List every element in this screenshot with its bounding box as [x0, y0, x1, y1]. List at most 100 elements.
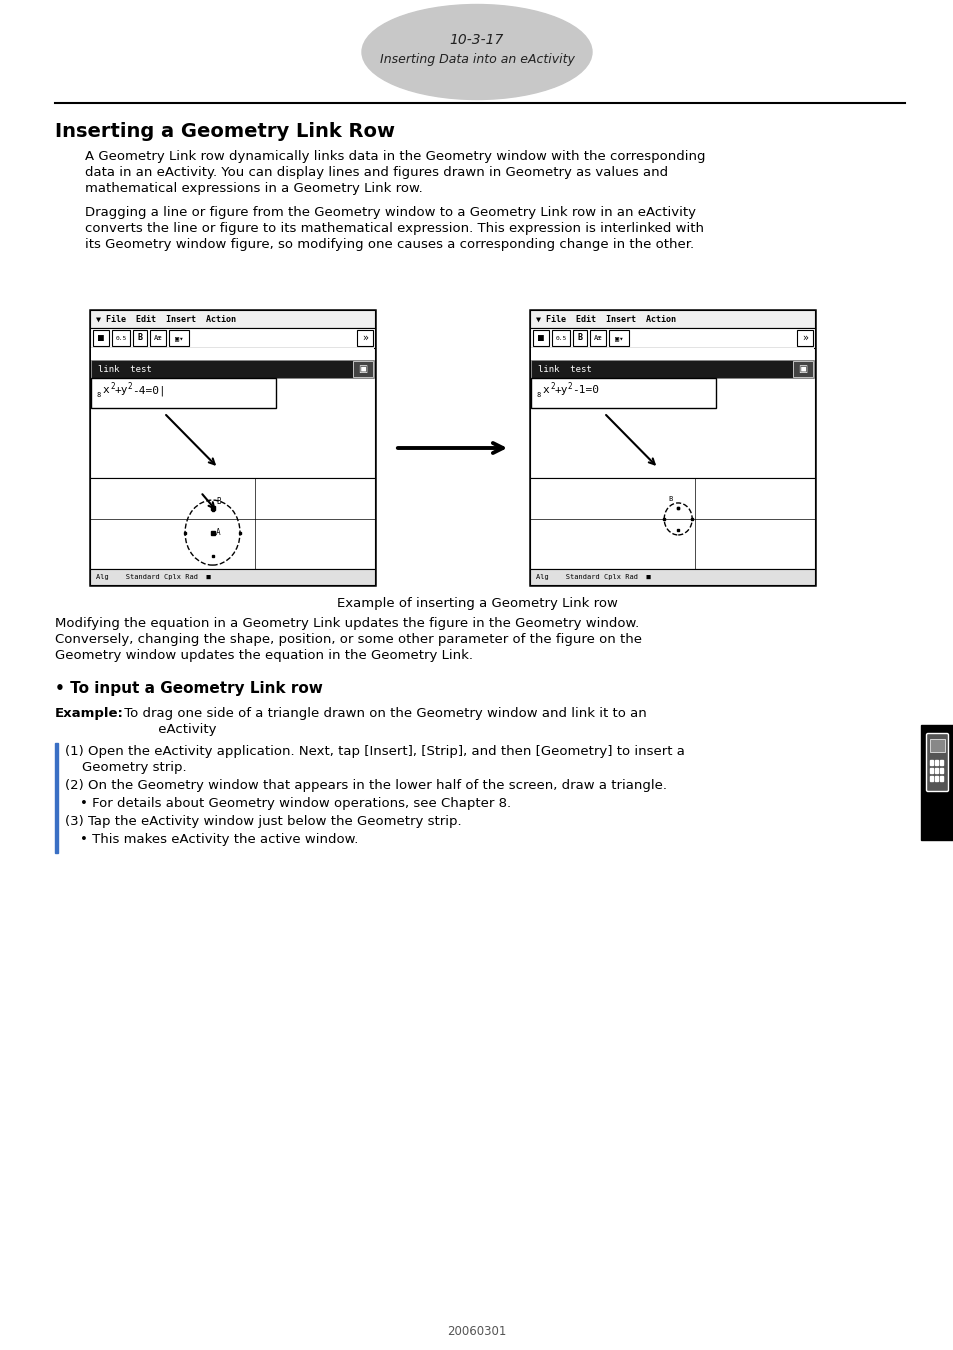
- FancyBboxPatch shape: [925, 733, 947, 791]
- Bar: [792, 360, 812, 377]
- Text: Geometry strip.: Geometry strip.: [65, 761, 187, 774]
- Text: link  test: link test: [537, 364, 591, 374]
- Text: 2: 2: [127, 382, 132, 391]
- Bar: [920, 725, 953, 840]
- Text: Example:: Example:: [55, 707, 124, 720]
- Bar: [552, 329, 569, 346]
- Bar: [929, 738, 944, 752]
- Text: Inserting Data into an eActivity: Inserting Data into an eActivity: [379, 54, 574, 66]
- Text: ▣▾: ▣▾: [614, 335, 622, 342]
- Text: mathematical expressions in a Geometry Link row.: mathematical expressions in a Geometry L…: [85, 182, 422, 194]
- Text: To drag one side of a triangle drawn on the Geometry window and link it to an: To drag one side of a triangle drawn on …: [120, 707, 646, 720]
- Bar: [939, 768, 942, 774]
- Text: x: x: [103, 385, 110, 396]
- Text: (2) On the Geometry window that appears in the lower half of the screen, draw a : (2) On the Geometry window that appears …: [65, 779, 666, 792]
- Text: 0.5: 0.5: [115, 336, 127, 340]
- Text: ▣: ▣: [798, 364, 807, 374]
- Bar: [929, 760, 932, 765]
- Bar: [939, 776, 942, 782]
- Bar: [91, 360, 374, 378]
- Text: -1=0: -1=0: [572, 385, 598, 396]
- Bar: [934, 768, 937, 774]
- Text: • To input a Geometry Link row: • To input a Geometry Link row: [55, 680, 322, 697]
- Bar: [90, 478, 375, 568]
- Bar: [530, 568, 814, 585]
- Bar: [356, 329, 373, 346]
- Text: +y: +y: [555, 385, 568, 396]
- Text: 2: 2: [566, 382, 571, 391]
- Text: (3) Tap the eActivity window just below the Geometry strip.: (3) Tap the eActivity window just below …: [65, 815, 461, 828]
- Bar: [608, 329, 628, 346]
- Text: 8: 8: [97, 392, 101, 398]
- Text: Geometry window updates the equation in the Geometry Link.: Geometry window updates the equation in …: [55, 649, 473, 662]
- Bar: [112, 329, 130, 346]
- Text: ▣: ▣: [358, 364, 367, 374]
- Bar: [589, 329, 605, 346]
- Text: 20060301: 20060301: [447, 1324, 506, 1338]
- Bar: [90, 310, 375, 328]
- Bar: [169, 329, 189, 346]
- Bar: [929, 776, 932, 782]
- Text: 2: 2: [110, 382, 114, 391]
- Text: ■: ■: [537, 333, 543, 343]
- Text: 10-3-17: 10-3-17: [450, 32, 503, 47]
- Bar: [90, 328, 375, 348]
- Bar: [530, 348, 814, 478]
- Text: (1) Open the eActivity application. Next, tap [Insert], [Strip], and then [Geome: (1) Open the eActivity application. Next…: [65, 745, 684, 757]
- Bar: [55, 743, 58, 853]
- Text: »: »: [801, 333, 807, 343]
- Text: A Geometry Link row dynamically links data in the Geometry window with the corre: A Geometry Link row dynamically links da…: [85, 150, 705, 163]
- Bar: [91, 378, 276, 408]
- Bar: [530, 310, 814, 328]
- Bar: [796, 329, 812, 346]
- Text: Dragging a line or figure from the Geometry window to a Geometry Link row in an : Dragging a line or figure from the Geome…: [85, 207, 696, 219]
- Text: converts the line or figure to its mathematical expression. This expression is i: converts the line or figure to its mathe…: [85, 221, 703, 235]
- Bar: [90, 348, 375, 478]
- Text: Conversely, changing the shape, position, or some other parameter of the figure : Conversely, changing the shape, position…: [55, 633, 641, 647]
- Bar: [91, 348, 374, 360]
- Bar: [531, 378, 716, 408]
- Bar: [530, 310, 814, 585]
- Text: B: B: [216, 497, 221, 506]
- Bar: [934, 776, 937, 782]
- Text: data in an eActivity. You can display lines and figures drawn in Geometry as val: data in an eActivity. You can display li…: [85, 166, 667, 180]
- Text: Aæ: Aæ: [593, 335, 601, 342]
- Text: link  test: link test: [98, 364, 152, 374]
- Text: ▼ File  Edit  Insert  Action: ▼ File Edit Insert Action: [536, 315, 676, 324]
- Text: Example of inserting a Geometry Link row: Example of inserting a Geometry Link row: [336, 597, 617, 610]
- Bar: [531, 348, 813, 360]
- Text: B: B: [577, 333, 582, 343]
- Bar: [939, 760, 942, 765]
- Text: Modifying the equation in a Geometry Link updates the figure in the Geometry win: Modifying the equation in a Geometry Lin…: [55, 617, 639, 630]
- Bar: [92, 329, 109, 346]
- Bar: [530, 328, 814, 348]
- Bar: [90, 310, 375, 585]
- Text: ■: ■: [98, 333, 104, 343]
- Text: B: B: [667, 495, 672, 502]
- Bar: [90, 568, 375, 585]
- Bar: [530, 478, 814, 568]
- Ellipse shape: [361, 4, 592, 100]
- Bar: [353, 360, 373, 377]
- Bar: [531, 360, 813, 378]
- Text: eActivity: eActivity: [120, 724, 216, 736]
- Text: ▼ File  Edit  Insert  Action: ▼ File Edit Insert Action: [96, 315, 235, 324]
- Text: • This makes eActivity the active window.: • This makes eActivity the active window…: [80, 833, 358, 846]
- Text: B: B: [137, 333, 142, 343]
- Text: Inserting a Geometry Link Row: Inserting a Geometry Link Row: [55, 122, 395, 140]
- Text: 8: 8: [537, 392, 540, 398]
- Text: »: »: [362, 333, 368, 343]
- Bar: [132, 329, 147, 346]
- Bar: [929, 768, 932, 774]
- Bar: [533, 329, 548, 346]
- Bar: [573, 329, 586, 346]
- Text: A: A: [215, 528, 220, 536]
- Text: 0.5: 0.5: [555, 336, 566, 340]
- Text: its Geometry window figure, so modifying one causes a corresponding change in th: its Geometry window figure, so modifying…: [85, 238, 694, 251]
- Text: Aæ: Aæ: [153, 335, 162, 342]
- Text: -4=0|: -4=0|: [132, 385, 166, 396]
- Text: x: x: [542, 385, 549, 396]
- Text: • For details about Geometry window operations, see Chapter 8.: • For details about Geometry window oper…: [80, 796, 511, 810]
- Bar: [934, 760, 937, 765]
- Text: +y: +y: [115, 385, 129, 396]
